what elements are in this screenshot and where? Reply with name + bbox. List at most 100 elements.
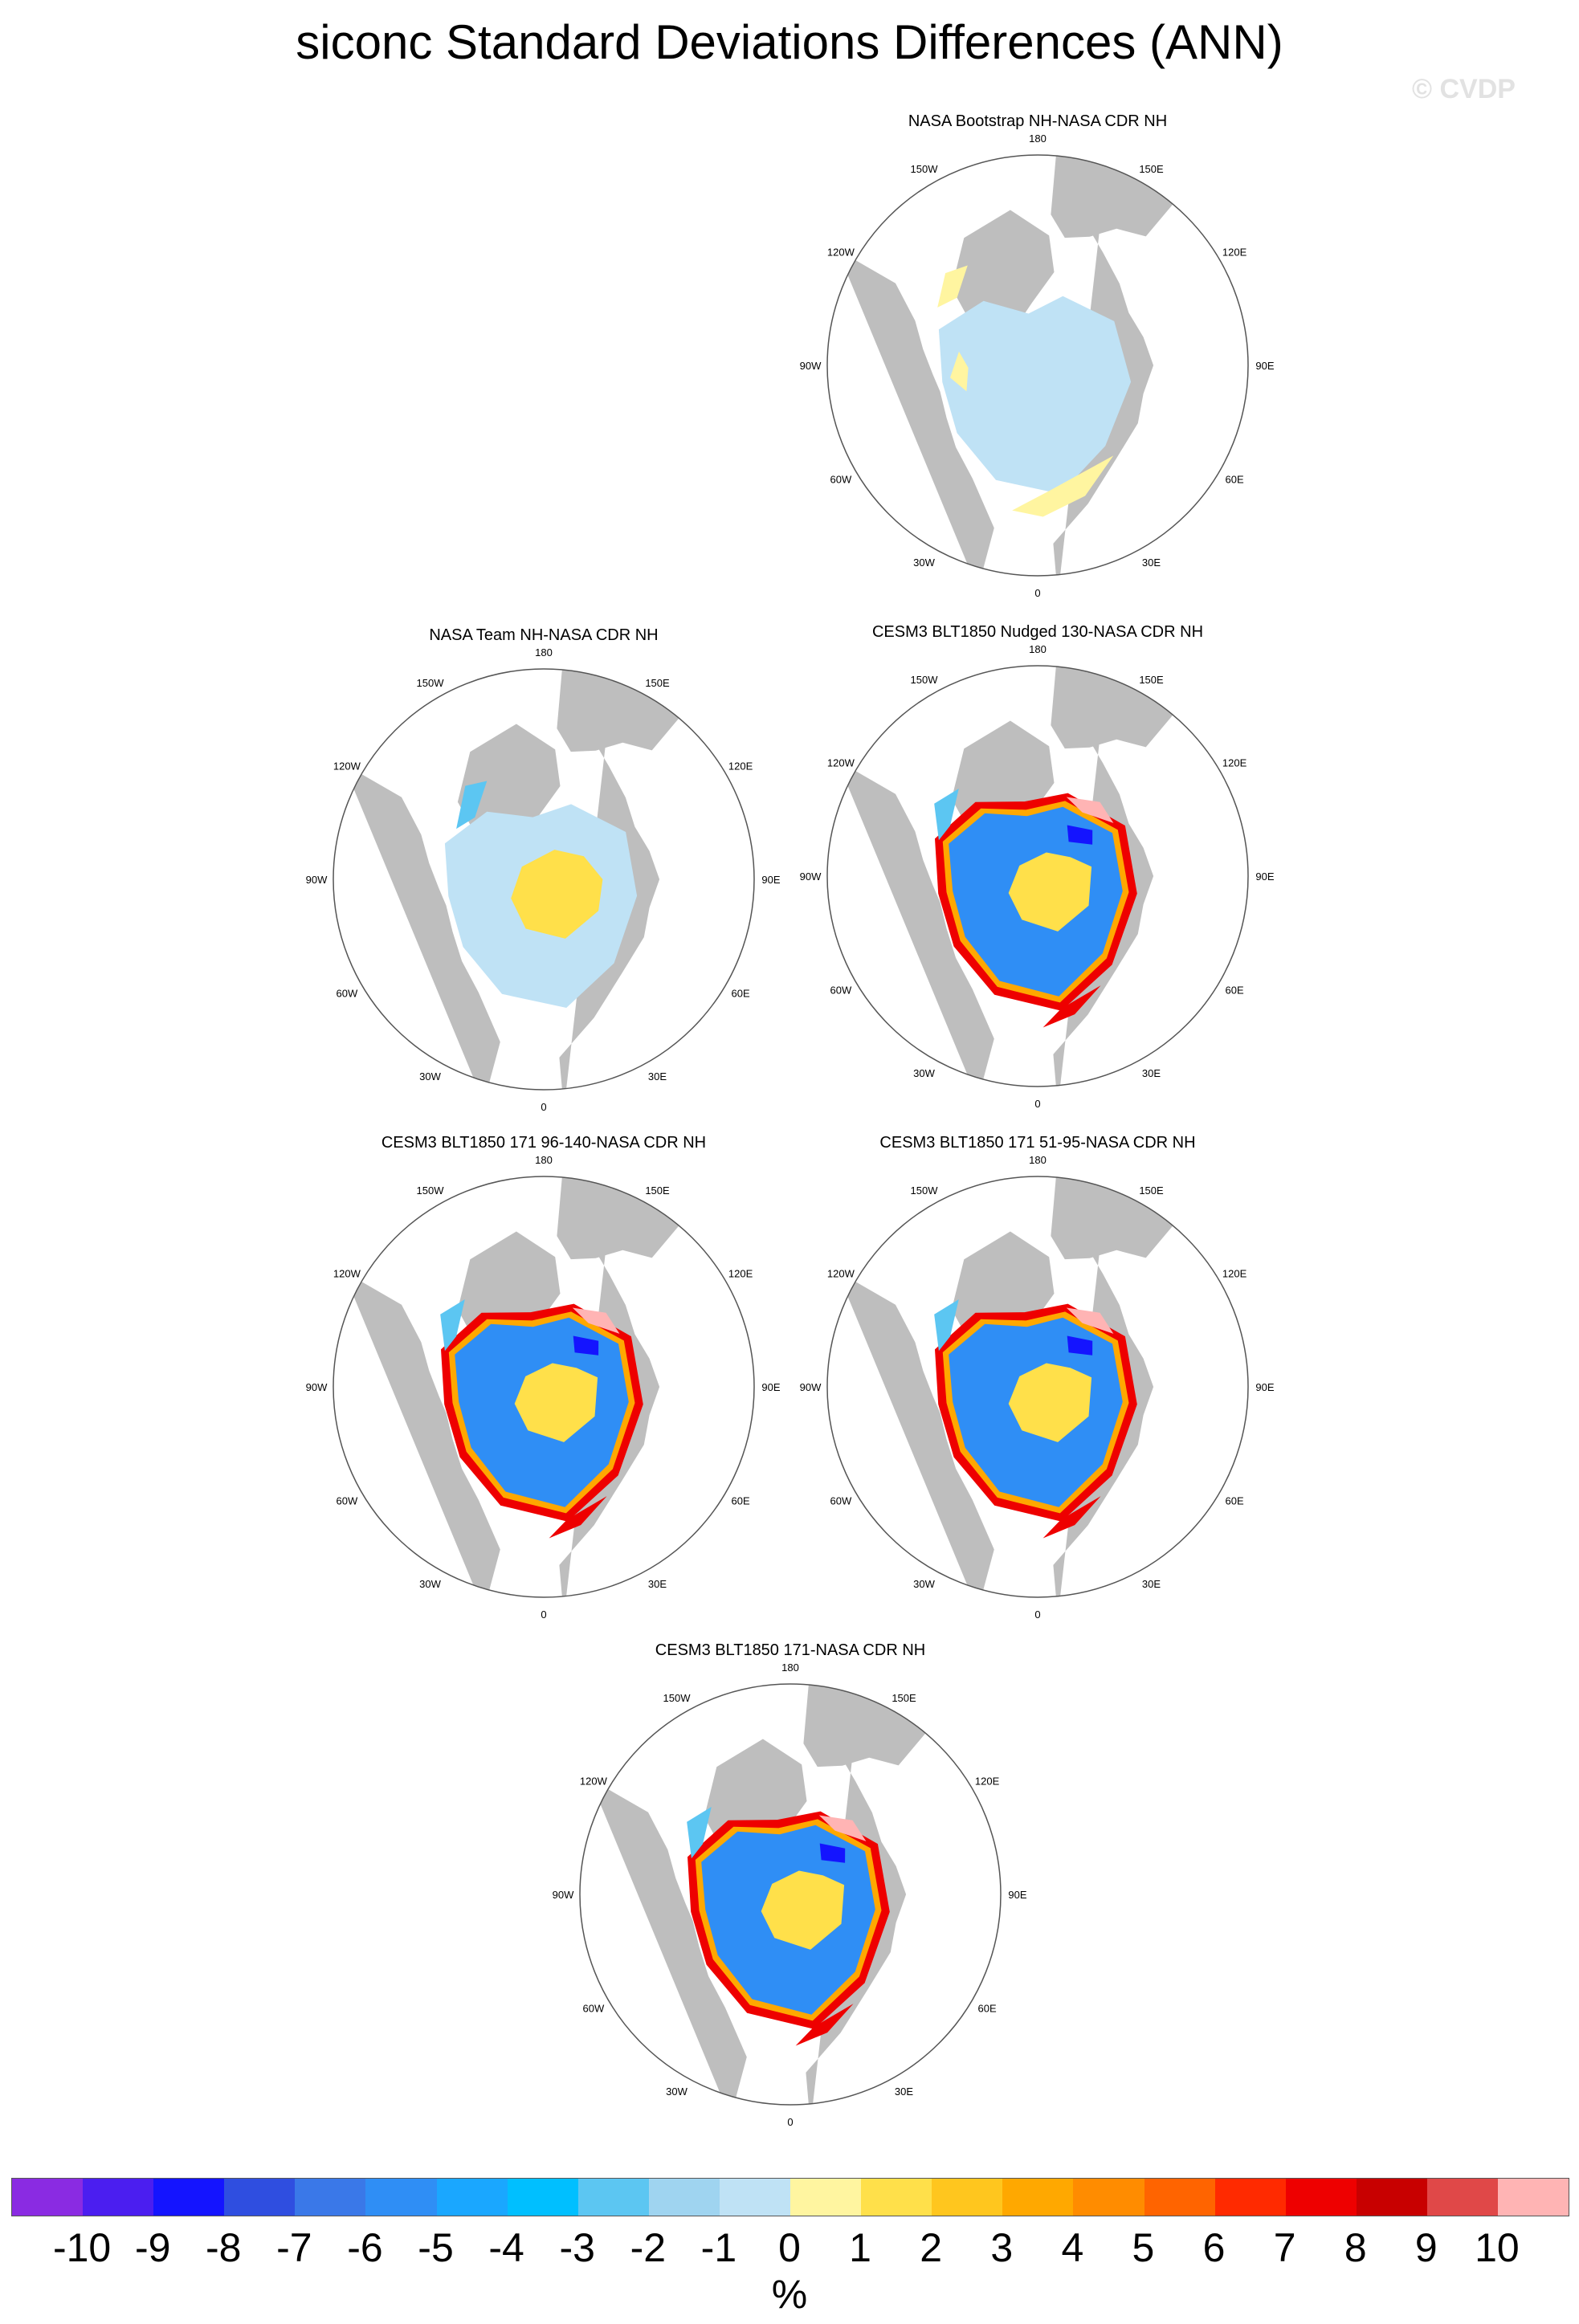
map-content	[580, 1684, 1001, 2105]
longitude-label: 60W	[337, 988, 358, 1000]
longitude-label: 180	[1029, 1154, 1047, 1166]
longitude-label: 30E	[648, 1578, 667, 1590]
longitude-label: 30W	[913, 1578, 935, 1590]
longitude-label: 120E	[728, 760, 753, 773]
map-content	[333, 669, 754, 1090]
polar-map: 180 150E 120E 90E 60E 30E 0 30W 60W 90W 120W 150W	[306, 646, 781, 1113]
longitude-label: 0	[1034, 587, 1040, 599]
map-content	[827, 155, 1248, 576]
colorbar-swatch	[1285, 2179, 1357, 2216]
ice-light-blue	[938, 296, 1132, 494]
colorbar-tick-label: -1	[700, 2225, 737, 2270]
colorbar-swatch	[861, 2179, 932, 2216]
longitude-label: 60W	[337, 1495, 358, 1507]
longitude-label: 120W	[827, 1268, 855, 1280]
colorbar-tick-label: -8	[206, 2225, 242, 2270]
longitude-label: 150W	[417, 1184, 445, 1197]
land-north-america	[837, 760, 994, 1087]
ice-mid-blue	[934, 1299, 959, 1352]
polar-map: 180 150E 120E 90E 60E 30E 0 30W 60W 90W 120W 150W	[800, 1154, 1275, 1621]
land-north-america	[343, 1270, 500, 1597]
colorbar-swatch	[1426, 2179, 1498, 2216]
map-border	[333, 668, 755, 1091]
colorbar-swatch	[1144, 2179, 1215, 2216]
colorbar-tick-label: -7	[276, 2225, 312, 2270]
longitude-label: 120W	[827, 757, 855, 769]
longitude-label: 150W	[417, 677, 445, 689]
longitude-label: 90E	[761, 874, 780, 886]
longitude-label: 120E	[728, 1268, 753, 1280]
longitude-label: 30E	[648, 1070, 667, 1082]
longitude-label: 60E	[1226, 474, 1244, 486]
longitude-label: 120W	[827, 247, 855, 259]
map-panel-cesm3-171-51-95: CESM3 BLT1850 171 51-95-NASA CDR NH 180 1…	[789, 1134, 1287, 1640]
map-border	[826, 1176, 1249, 1598]
colorbar-swatch	[224, 2179, 296, 2216]
ice-yellow	[761, 1870, 845, 1950]
longitude-label: 60W	[830, 985, 852, 997]
longitude-label: 90E	[1255, 1381, 1274, 1393]
land-greenland	[457, 724, 561, 843]
ice-red-shelf	[549, 1496, 607, 1539]
colorbar-tick-label: 10	[1475, 2225, 1520, 2270]
colorbar-tick-label: -2	[630, 2225, 667, 2270]
colorbar-swatch	[1002, 2179, 1074, 2216]
map-panel-cesm3-nudged-130: CESM3 BLT1850 Nudged 130-NASA CDR NH 180…	[789, 623, 1287, 1129]
longitude-label: 120W	[333, 760, 361, 773]
polar-map: 180 150E 120E 90E 60E 30E 0 30W 60W 90W 120W 150W	[800, 643, 1275, 1110]
colorbar-swatch	[507, 2179, 578, 2216]
land-greenland	[951, 210, 1055, 329]
longitude-label: 60E	[978, 2003, 997, 2015]
ice-mid-blue	[934, 789, 959, 841]
colorbar-swatch	[932, 2179, 1003, 2216]
longitude-label: 30W	[666, 2085, 687, 2098]
land-north-america	[590, 1778, 747, 2105]
longitude-label: 90W	[800, 870, 822, 883]
longitude-label: 180	[781, 1661, 799, 1674]
colorbar-swatch	[295, 2179, 366, 2216]
map-content	[827, 1176, 1248, 1597]
colorbar-units: %	[771, 2272, 808, 2317]
colorbar-tick-label: -10	[52, 2225, 112, 2270]
longitude-label: 0	[541, 1101, 546, 1113]
longitude-label: 120W	[333, 1268, 361, 1280]
longitude-label: 150W	[911, 1184, 939, 1197]
longitude-label: 30W	[913, 1067, 935, 1079]
colorbar-tick-label: 8	[1344, 2225, 1367, 2270]
panel-title: CESM3 BLT1850 171 51-95-NASA CDR NH	[879, 1134, 1196, 1152]
panel-title: CESM3 BLT1850 171-NASA CDR NH	[655, 1641, 926, 1659]
colorbar-swatch	[719, 2179, 791, 2216]
longitude-label: 30W	[913, 557, 935, 569]
map-border	[579, 1683, 1002, 2106]
colorbar-tick-label: 5	[1132, 2225, 1155, 2270]
land-north-america	[343, 763, 500, 1090]
longitude-label: 60W	[830, 1495, 852, 1507]
ice-pink	[572, 1307, 620, 1334]
colorbar-swatch	[153, 2179, 225, 2216]
colorbar-swatch	[1214, 2179, 1286, 2216]
longitude-label: 150E	[645, 1184, 670, 1197]
panel-title: CESM3 BLT1850 Nudged 130-NASA CDR NH	[871, 623, 1204, 641]
longitude-label: 120E	[975, 1776, 1000, 1788]
longitude-label: 90E	[1255, 360, 1274, 372]
ice-yellow	[514, 1363, 598, 1442]
cvdp-watermark: © CVDP	[1412, 74, 1516, 104]
ice-dark-blue	[819, 1843, 846, 1863]
longitude-label: 30E	[1142, 557, 1161, 569]
map-panel-nasa-bootstrap: NASA Bootstrap NH-NASA CDR NH 180 150E 120…	[789, 112, 1287, 618]
ice-yellow	[511, 850, 603, 939]
longitude-label: 150E	[1139, 163, 1164, 175]
colorbar-swatch	[365, 2179, 437, 2216]
longitude-label: 180	[1029, 133, 1047, 145]
longitude-label: 60W	[583, 2003, 605, 2015]
ice-pink	[1066, 797, 1114, 823]
ice-pale-yellow	[950, 351, 969, 392]
colorbar-swatch	[1073, 2179, 1144, 2216]
longitude-label: 120E	[1222, 247, 1247, 259]
colorbar-tick-label: 1	[849, 2225, 871, 2270]
longitude-label: 0	[787, 2116, 793, 2128]
ice-yellow	[1008, 852, 1092, 932]
panel-title: NASA Bootstrap NH-NASA CDR NH	[908, 112, 1168, 130]
polar-map: 180 150E 120E 90E 60E 30E 0 30W 60W 90W 120W 150W	[800, 133, 1275, 599]
colorbar-swatch	[648, 2179, 720, 2216]
